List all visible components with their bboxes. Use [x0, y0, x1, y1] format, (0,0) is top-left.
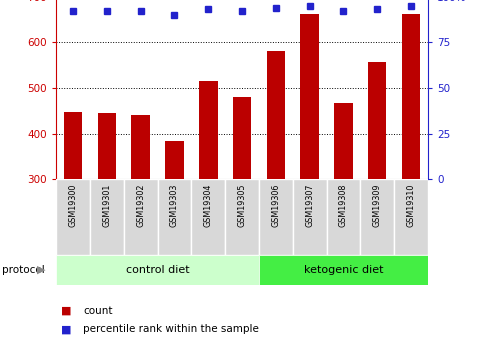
Text: GSM19308: GSM19308 [338, 184, 347, 227]
Text: GSM19300: GSM19300 [68, 184, 78, 227]
Bar [300, 14, 318, 179]
Text: control diet: control diet [125, 265, 189, 275]
Text: GSM19302: GSM19302 [136, 184, 145, 227]
Text: GSM19309: GSM19309 [372, 184, 381, 227]
Bar [266, 51, 285, 179]
Bar [98, 113, 116, 179]
Bar [56, 179, 90, 255]
Text: GSM19303: GSM19303 [170, 184, 179, 227]
Bar [157, 179, 191, 255]
Bar [326, 179, 360, 255]
Bar [401, 14, 419, 179]
Bar [333, 102, 352, 179]
Text: GSM19310: GSM19310 [406, 184, 415, 227]
Text: GSM19304: GSM19304 [203, 184, 212, 227]
Bar [232, 97, 251, 179]
Text: GSM19305: GSM19305 [237, 184, 246, 227]
Bar [360, 179, 393, 255]
Bar [199, 81, 217, 179]
Text: ▶: ▶ [37, 265, 45, 275]
Text: percentile rank within the sample: percentile rank within the sample [83, 325, 259, 334]
Bar [191, 179, 224, 255]
Text: ketogenic diet: ketogenic diet [303, 265, 383, 275]
Bar [56, 255, 259, 285]
Text: GSM19301: GSM19301 [102, 184, 111, 227]
Bar [131, 115, 150, 179]
Text: ■: ■ [61, 306, 71, 315]
Bar [123, 179, 157, 255]
Bar [292, 179, 326, 255]
Bar [393, 179, 427, 255]
Bar [64, 112, 82, 179]
Bar [90, 179, 123, 255]
Bar [165, 141, 183, 179]
Bar [259, 179, 292, 255]
Bar [367, 62, 386, 179]
Text: protocol: protocol [2, 265, 45, 275]
Bar [224, 179, 259, 255]
Text: GSM19307: GSM19307 [305, 184, 313, 227]
Text: GSM19306: GSM19306 [271, 184, 280, 227]
Text: count: count [83, 306, 112, 315]
Text: ■: ■ [61, 325, 71, 334]
Bar [259, 255, 427, 285]
